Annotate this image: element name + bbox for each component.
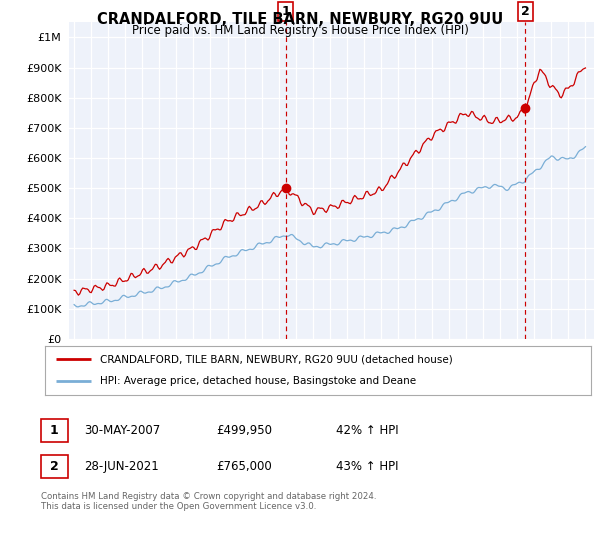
Text: 1: 1: [50, 424, 59, 437]
Text: 2: 2: [521, 5, 530, 18]
Text: CRANDALFORD, TILE BARN, NEWBURY, RG20 9UU (detached house): CRANDALFORD, TILE BARN, NEWBURY, RG20 9U…: [100, 354, 452, 365]
Text: £499,950: £499,950: [216, 424, 272, 437]
Text: 30-MAY-2007: 30-MAY-2007: [84, 424, 160, 437]
Text: 2: 2: [50, 460, 59, 473]
Text: 43% ↑ HPI: 43% ↑ HPI: [336, 460, 398, 473]
Text: 28-JUN-2021: 28-JUN-2021: [84, 460, 159, 473]
Text: Price paid vs. HM Land Registry's House Price Index (HPI): Price paid vs. HM Land Registry's House …: [131, 24, 469, 37]
Text: Contains HM Land Registry data © Crown copyright and database right 2024.
This d: Contains HM Land Registry data © Crown c…: [41, 492, 376, 511]
Text: 1: 1: [281, 5, 290, 18]
Text: HPI: Average price, detached house, Basingstoke and Deane: HPI: Average price, detached house, Basi…: [100, 376, 416, 386]
Text: 42% ↑ HPI: 42% ↑ HPI: [336, 424, 398, 437]
Text: £765,000: £765,000: [216, 460, 272, 473]
Text: CRANDALFORD, TILE BARN, NEWBURY, RG20 9UU: CRANDALFORD, TILE BARN, NEWBURY, RG20 9U…: [97, 12, 503, 27]
